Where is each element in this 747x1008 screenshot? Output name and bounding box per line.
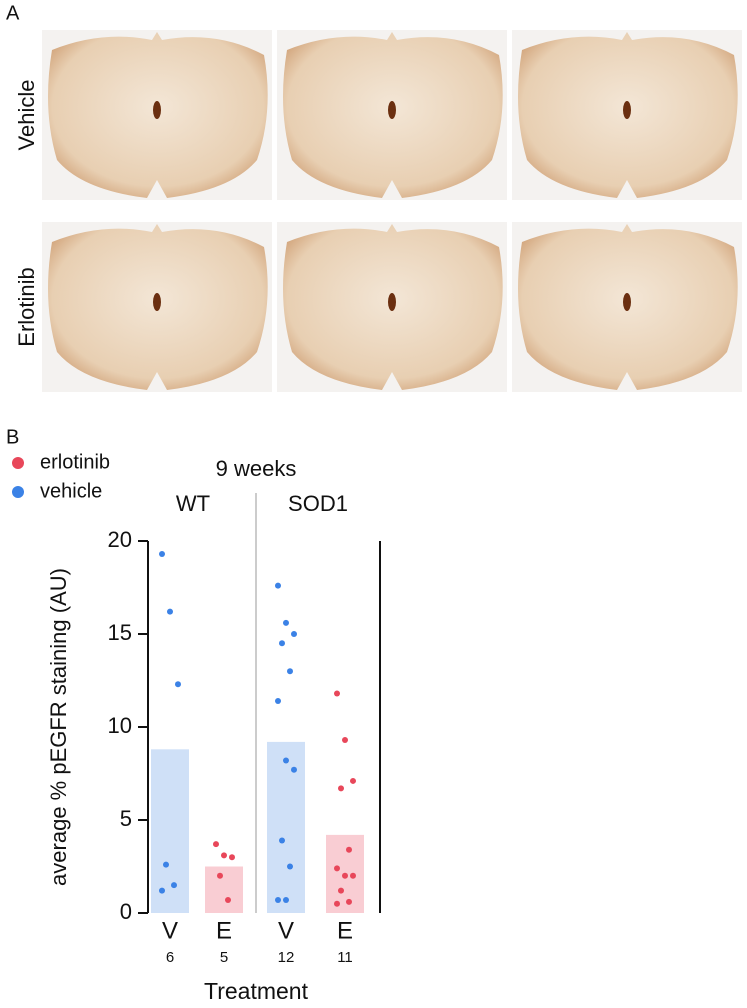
data-point (283, 896, 289, 903)
group-label: SOD1 (288, 491, 348, 516)
data-point (287, 668, 293, 675)
data-point (334, 865, 340, 872)
bar (267, 741, 305, 913)
data-point (167, 608, 173, 615)
micrograph (277, 222, 507, 392)
data-point (275, 582, 281, 589)
y-axis-label: average % pEGFR staining (AU) (46, 568, 71, 886)
legend-label: erlotinib (40, 451, 110, 473)
data-point (334, 690, 340, 697)
data-point (275, 896, 281, 903)
sample-size: 5 (220, 949, 228, 966)
micrograph (42, 222, 272, 392)
row-label: Vehicle (14, 80, 39, 151)
bar (151, 749, 189, 913)
legend-swatch (12, 486, 24, 498)
data-point (175, 681, 181, 688)
data-point (350, 872, 356, 879)
row-label: Erlotinib (14, 267, 39, 346)
data-point (213, 841, 219, 848)
y-tick-label: 15 (108, 620, 132, 645)
data-point (338, 785, 344, 792)
group-label: WT (176, 491, 210, 516)
data-point (275, 697, 281, 704)
data-point (346, 898, 352, 905)
data-point (338, 887, 344, 894)
data-point (283, 619, 289, 626)
data-point (334, 900, 340, 907)
x-tick-label: E (216, 917, 232, 944)
data-point (229, 854, 235, 861)
micrograph (512, 30, 742, 200)
data-point (291, 766, 297, 773)
sample-size: 6 (166, 949, 174, 966)
y-tick-label: 0 (120, 899, 132, 924)
data-point (159, 887, 165, 894)
sample-size: 11 (337, 949, 353, 966)
chart-title: 9 weeks (216, 456, 297, 481)
panel-letter: B (6, 426, 19, 448)
panel-letter: A (6, 2, 20, 24)
data-point (217, 872, 223, 879)
data-point (283, 757, 289, 764)
data-point (163, 861, 169, 868)
legend-label: vehicle (40, 480, 102, 502)
y-tick-label: 10 (108, 713, 132, 738)
data-point (279, 837, 285, 844)
data-point (159, 551, 165, 558)
x-axis-label: Treatment (204, 978, 309, 1004)
x-tick-label: E (337, 917, 353, 944)
data-point (350, 777, 356, 784)
data-point (291, 631, 297, 637)
data-point (346, 846, 352, 853)
x-tick-label: V (162, 917, 178, 944)
data-point (342, 872, 348, 879)
sample-size: 12 (278, 949, 295, 966)
micrograph (277, 30, 507, 200)
micrograph (42, 30, 272, 200)
x-tick-label: V (278, 917, 294, 944)
data-point (342, 737, 348, 744)
data-point (225, 896, 231, 903)
data-point (171, 882, 177, 889)
data-point (221, 852, 227, 859)
bar (205, 866, 243, 913)
micrograph (512, 222, 742, 392)
y-tick-label: 20 (108, 527, 132, 552)
legend-swatch (12, 457, 24, 469)
y-tick-label: 5 (120, 806, 132, 831)
data-point (279, 640, 285, 647)
data-point (287, 863, 293, 870)
